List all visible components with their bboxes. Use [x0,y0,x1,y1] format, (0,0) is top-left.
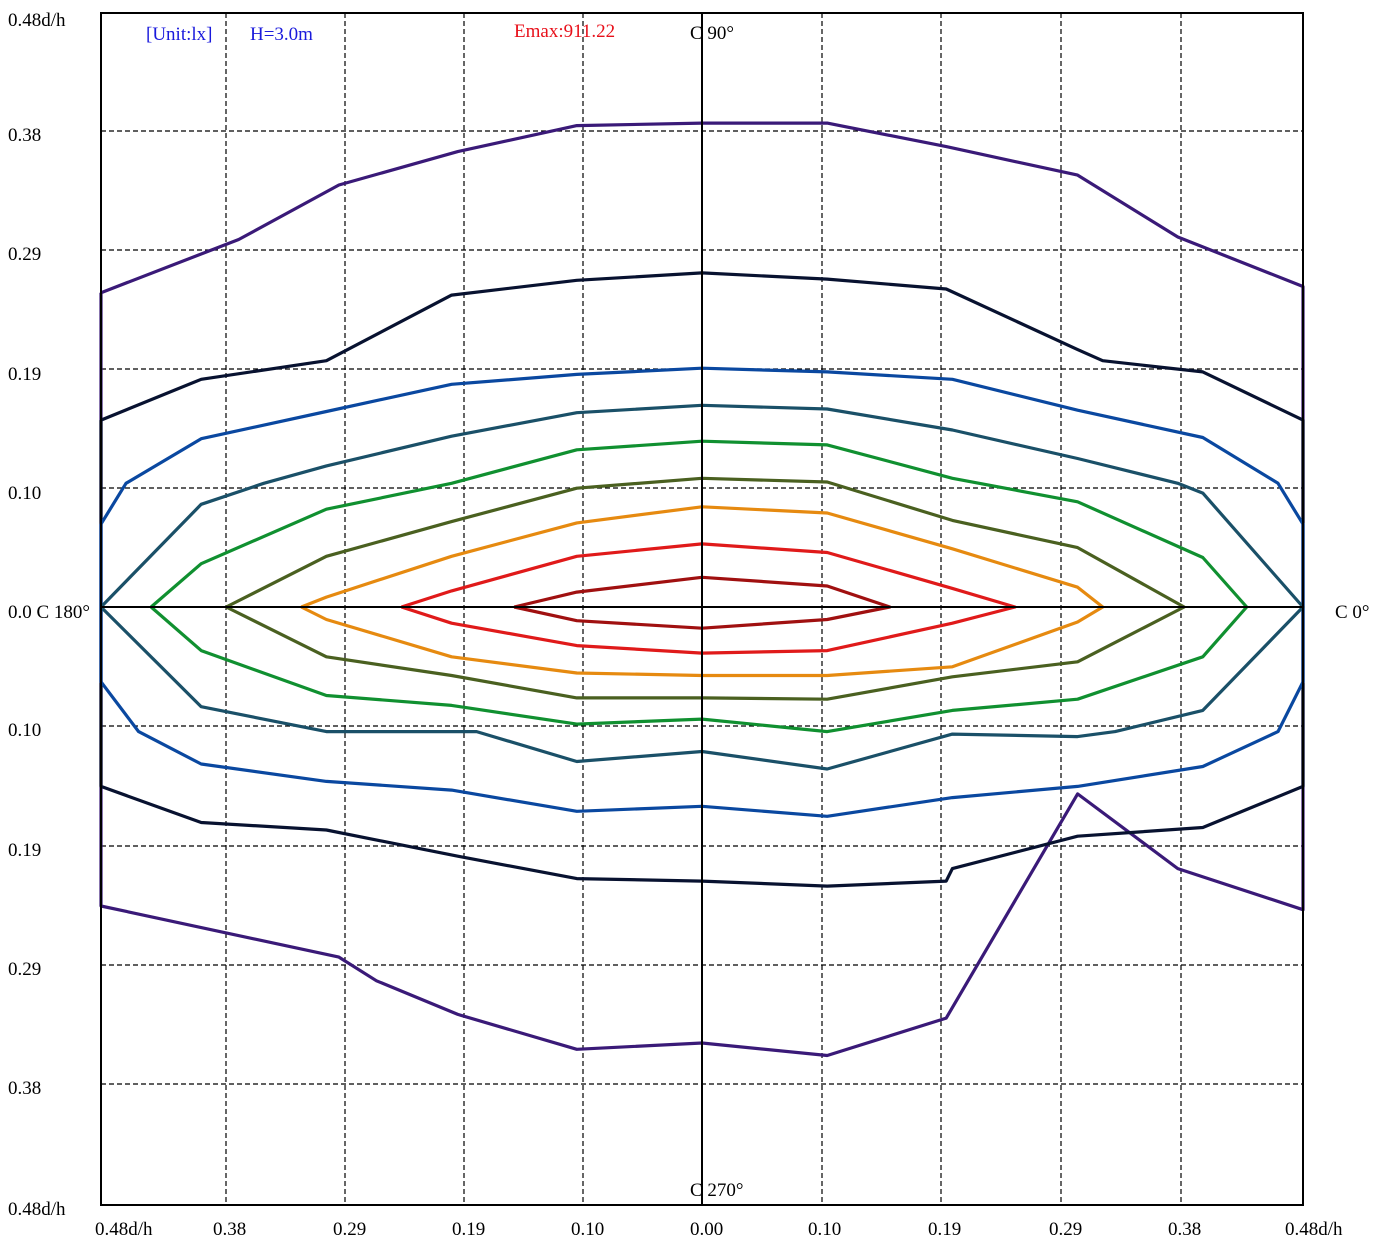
x-tick-label: 0.10 [571,1219,604,1240]
y-tick-label: 0.0 C 180° [8,602,90,623]
x-tick-labels: 0.48d/h 0.38 0.29 0.19 0.10 0.00 0.10 0.19 0.29 0… [95,1219,1343,1240]
y-tick-label: 0.48d/h [8,10,66,31]
contour-line [150,439,1249,734]
c270-label: C 270° [690,1180,744,1201]
y-tick-label: 0.19 [8,840,41,861]
emax-label: Emax:911.22 [514,21,615,42]
center-axes [101,13,1303,1205]
x-tick-label: 0.10 [808,1219,841,1240]
y-tick-label: 0.10 [8,720,41,741]
x-tick-label: 0.19 [928,1219,961,1240]
y-tick-label: 0.29 [8,959,41,980]
x-tick-label: 0.38 [1168,1219,1201,1240]
y-tick-label: 0.38 [8,125,41,146]
y-tick-labels: 0.48d/h 0.38 0.29 0.19 0.10 0.0 C 180° 0.10 0.1… [8,10,90,1220]
contour-line [99,403,1305,771]
y-tick-label: 0.29 [8,244,41,265]
plot-frame [100,12,1304,1206]
x-tick-label: 0.48d/h [95,1219,153,1240]
contour-line [401,542,1017,655]
x-tick-label: 0.29 [333,1219,366,1240]
y-tick-label: 0.38 [8,1078,41,1099]
x-tick-label: 0.29 [1049,1219,1082,1240]
y-tick-label: 0.10 [8,483,41,504]
x-tick-label: 0.19 [452,1219,485,1240]
c90-label: C 90° [690,23,734,44]
c0-label: C 0° [1335,602,1370,623]
y-tick-label: 0.48d/h [8,1199,66,1220]
y-tick-label: 0.19 [8,364,41,385]
x-tick-label: 0.38 [213,1219,246,1240]
contour-line [225,476,1186,701]
x-tick-label: 0.00 [690,1219,723,1240]
height-label: H=3.0m [250,24,313,45]
unit-label: [Unit:lx] [146,24,213,45]
x-tick-label: 0.48d/h [1285,1219,1343,1240]
